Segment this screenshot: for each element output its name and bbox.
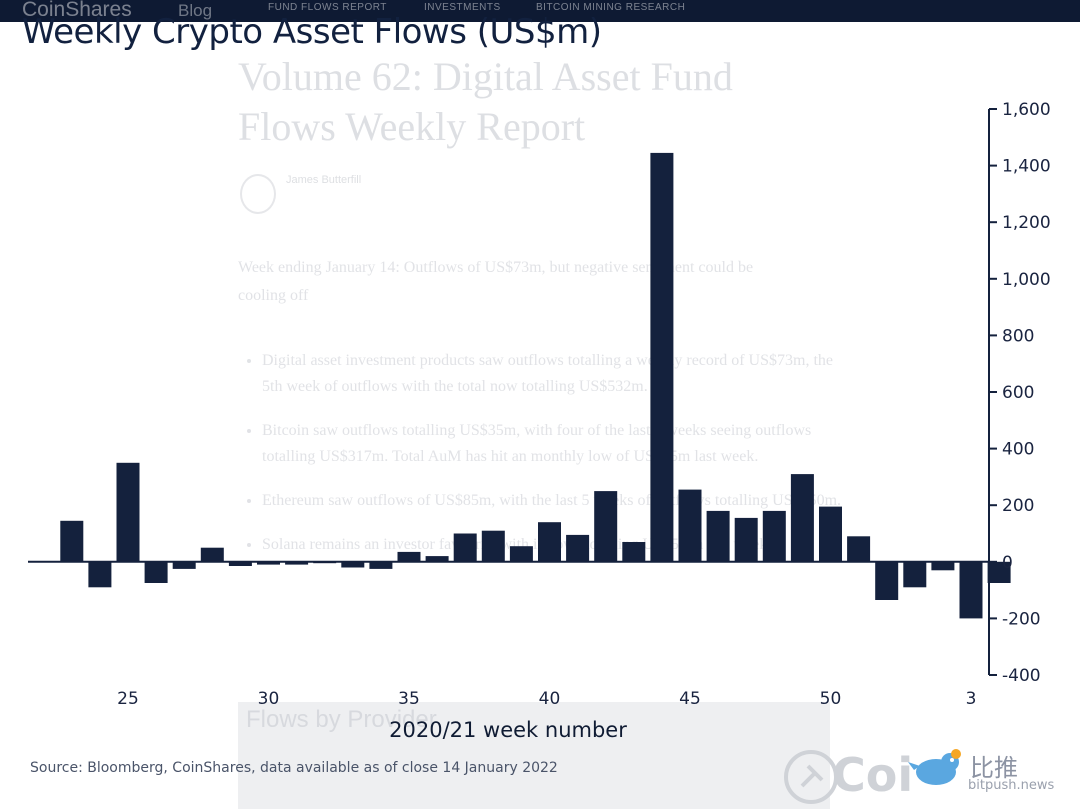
bar-week-46 — [706, 510, 730, 562]
x-tick-label: 35 — [398, 689, 420, 709]
bar-week-39 — [509, 546, 533, 562]
background-avatar — [240, 174, 276, 214]
bar-week-36 — [425, 556, 449, 562]
bar-week-27 — [172, 561, 196, 569]
background-author: James Butterfill — [286, 174, 362, 186]
bar-week-49 — [790, 474, 814, 562]
bar-week-43 — [622, 542, 646, 562]
bar-week-50 — [819, 506, 842, 562]
background-bullet: Digital asset investment products saw ou… — [262, 348, 852, 400]
x-tick-label: 3 — [966, 689, 977, 709]
bar-week-23 — [60, 520, 84, 562]
x-tick-label: 45 — [679, 689, 701, 709]
bar-week-25 — [116, 462, 140, 562]
y-tick-label: -200 — [1002, 609, 1041, 629]
bar-week-56 — [987, 561, 1011, 583]
coin-watermark-text: Coi — [832, 748, 914, 802]
y-tick-label: 0 — [1002, 553, 1013, 573]
y-tick-label: 1,200 — [1002, 213, 1051, 233]
bar-week-54 — [931, 561, 955, 571]
bar-week-48 — [762, 510, 786, 562]
bar-week-47 — [734, 517, 758, 562]
x-tick-label: 25 — [117, 689, 139, 709]
x-tick-label: 30 — [258, 689, 280, 709]
y-tick-label: 1,000 — [1002, 270, 1051, 290]
bar-week-37 — [453, 533, 477, 562]
y-tick-label: 400 — [1002, 440, 1034, 460]
coin-logo-icon — [784, 750, 838, 804]
y-tick-label: 200 — [1002, 496, 1034, 516]
x-axis-label: 2020/21 week number — [389, 718, 627, 742]
bar-week-42 — [594, 491, 618, 562]
bar-week-51 — [847, 536, 871, 562]
y-tick-label: 1,600 — [1002, 100, 1051, 120]
bitpush-bird-icon — [908, 749, 961, 785]
x-tick-label: 50 — [820, 689, 842, 709]
bar-week-38 — [481, 530, 505, 562]
background-table — [238, 702, 830, 809]
y-tick-label: 1,400 — [1002, 157, 1051, 177]
bitpush-watermark-en: bitpush.news — [968, 778, 1055, 793]
background-nav-bar: CoinShares Blog FUND FLOWS REPORT INVEST… — [0, 0, 1080, 22]
y-tick-label: 800 — [1002, 326, 1034, 346]
bitpush-watermark-cn: 比推 — [970, 754, 1018, 782]
bar-week-44 — [650, 152, 674, 562]
bar-week-41 — [566, 534, 590, 562]
bar-week-28 — [200, 547, 224, 562]
bar-week-34 — [369, 561, 393, 569]
background-table-title: Flows by Provider — [246, 706, 437, 733]
x-tick-label: 40 — [539, 689, 561, 709]
bar-week-26 — [144, 561, 168, 583]
source-note: Source: Bloomberg, CoinShares, data avai… — [30, 760, 558, 776]
bar-week-33 — [341, 561, 365, 568]
x-axis: 25 30 35 40 45 50 3 — [117, 689, 976, 709]
background-bullet: Bitcoin saw outflows totalling US$35m, w… — [262, 418, 852, 470]
bar-week-40 — [538, 522, 561, 562]
bar-week-55 — [959, 561, 983, 619]
chart-title: Weekly Crypto Asset Flows (US$m) — [22, 12, 602, 52]
background-intro: Week ending January 14: Outflows of US$7… — [238, 259, 754, 304]
bar-week-31 — [285, 561, 309, 565]
bar-week-45 — [678, 489, 702, 562]
bar-week-35 — [397, 551, 421, 562]
background-nav-link: INVESTMENTS — [424, 2, 501, 13]
y-axis: 1,600 1,400 1,200 1,000 800 600 400 200 0 -200 -40… — [989, 100, 1051, 686]
bars-layer — [60, 152, 1011, 619]
background-heading: Volume 62: Digital Asset Fund Flows Week… — [238, 54, 733, 149]
background-nav-link: FUND FLOWS REPORT — [268, 2, 387, 13]
background-nav-link: BITCOIN MINING RESEARCH — [536, 2, 686, 13]
bar-week-53 — [903, 561, 927, 588]
bar-week-24 — [88, 561, 112, 588]
y-tick-label: 600 — [1002, 383, 1034, 403]
bar-week-52 — [875, 561, 899, 600]
background-brand: CoinShares — [22, 0, 132, 21]
background-section: Blog — [178, 1, 213, 20]
bar-week-29 — [228, 561, 252, 566]
y-tick-label: -400 — [1002, 666, 1041, 686]
bar-week-30 — [257, 561, 280, 565]
